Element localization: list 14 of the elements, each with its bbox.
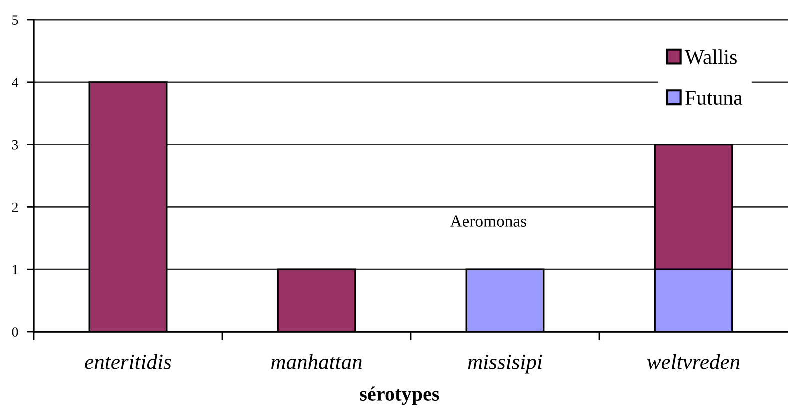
y-tick-label: 0 [12,328,18,337]
x-tick-label: weltvreden [647,354,740,370]
y-tick-label: 3 [12,140,18,150]
y-tick-label: 1 [13,265,18,274]
legend-label: Futuna [686,91,743,106]
x-tick-label: manhattan [271,354,362,370]
annotation: Aeromonas [450,216,526,227]
x-tick-label: enteritidis [85,354,172,370]
x-tick-label: missisipi [468,354,542,374]
y-tick-label: 5 [12,16,18,25]
y-tick-label: 4 [12,78,19,88]
y-tick-label: 2 [12,202,18,212]
legend-label: Wallis [685,50,737,64]
x-axis-title: sérotypes [360,386,440,406]
